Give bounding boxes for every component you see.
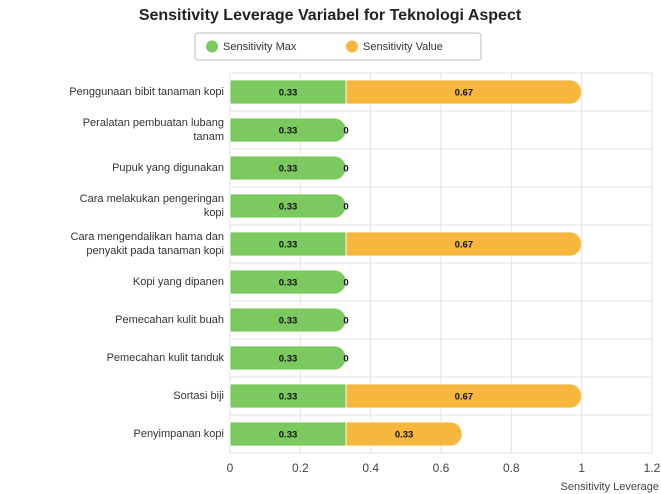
x-tick-label: 0 — [227, 461, 234, 475]
y-tick-label: Kopi yang dipanen — [133, 276, 224, 288]
y-tick-label: Peralatan pembuatan lubang tanam — [83, 117, 224, 143]
data-label: 0.33 — [395, 430, 414, 441]
y-tick-label: Pupuk yang digunakan — [112, 162, 224, 174]
legend-marker — [206, 40, 218, 53]
y-tick-label: Pemecahan kulit buah — [115, 314, 224, 326]
data-label: 0 — [343, 164, 348, 175]
data-label: 0 — [343, 126, 348, 137]
x-tick-label: 1 — [578, 461, 585, 475]
data-label: 0.33 — [279, 88, 298, 99]
data-label: 0 — [343, 278, 348, 289]
x-tick-label: 0.8 — [503, 461, 520, 475]
data-label: 0 — [343, 354, 348, 365]
bar — [229, 269, 347, 295]
data-label: 0.33 — [279, 164, 298, 175]
y-tick-label: Penyimpanan kopi — [133, 428, 224, 440]
data-label: 0.33 — [279, 430, 298, 441]
y-tick-label: Penggunaan bibit tanaman kopi — [69, 86, 224, 98]
data-label: 0.33 — [279, 126, 298, 137]
bar — [229, 155, 347, 181]
data-label: 0.67 — [455, 392, 474, 403]
bar — [229, 345, 347, 371]
y-tick-label: Pemecahan kulit tanduk — [107, 352, 225, 364]
data-label: 0.33 — [279, 392, 298, 403]
data-label: 0 — [343, 316, 348, 327]
bar — [229, 117, 347, 143]
bar — [345, 421, 463, 447]
bar — [229, 307, 347, 333]
data-label: 0.67 — [455, 240, 474, 251]
x-axis-label: Sensitivity Leverage — [561, 481, 659, 493]
x-tick-label: 0.4 — [362, 461, 379, 475]
legend-label: Sensitivity Value — [363, 41, 443, 53]
bar — [229, 193, 347, 219]
chart-title: Sensitivity Leverage Variabel for Teknol… — [139, 7, 522, 24]
x-tick-label: 1.2 — [644, 461, 661, 475]
bar — [345, 231, 583, 257]
bar — [345, 79, 583, 105]
data-label: 0.33 — [279, 202, 298, 213]
data-label: 0.33 — [279, 240, 298, 251]
y-tick-label: Cara melakukan pengeringan kopi — [80, 193, 224, 219]
legend-box — [194, 32, 482, 61]
x-tick-label: 0.2 — [292, 461, 309, 475]
y-tick-label: Sortasi biji — [173, 390, 224, 402]
legend-label: Sensitivity Max — [223, 41, 297, 53]
legend-marker — [346, 40, 358, 53]
x-tick-label: 0.6 — [433, 461, 450, 475]
data-label: 0 — [343, 202, 348, 213]
data-label: 0.67 — [455, 88, 474, 99]
data-label: 0.33 — [279, 316, 298, 327]
y-tick-label: Cara mengendalikan hama dan penyakit pada… — [71, 231, 225, 257]
data-label: 0.33 — [279, 278, 298, 289]
data-label: 0.33 — [279, 354, 298, 365]
bar — [345, 383, 583, 409]
